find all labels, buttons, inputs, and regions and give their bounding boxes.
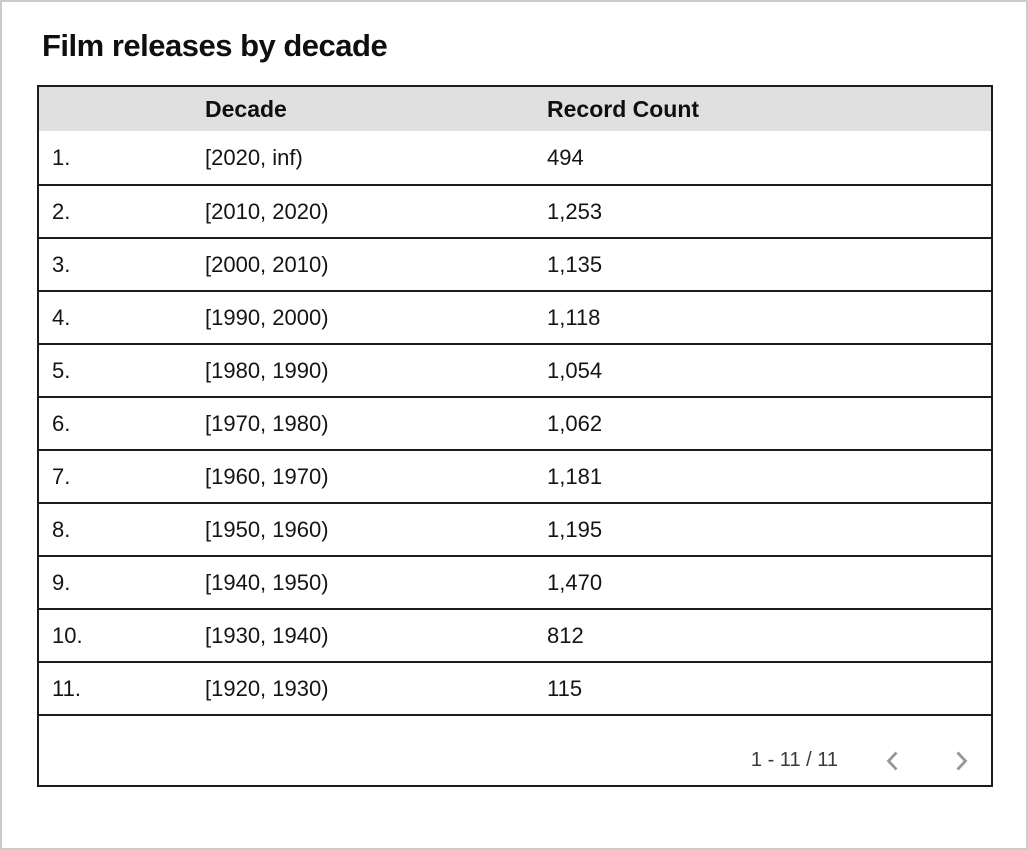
row-count: 1,181 [547,463,603,489]
row-index: 5. [52,357,71,383]
chevron-right-icon [956,751,968,770]
row-index: 7. [52,463,71,489]
table-row: 1. [2020, inf) 494 [39,131,991,184]
table-header-row: Decade Record Count [39,87,991,131]
row-index: 9. [52,569,71,595]
row-decade: [1970, 1980) [205,410,329,436]
row-decade: [1960, 1970) [205,463,329,489]
pagination-prev-button[interactable] [880,748,906,774]
header-decade: Decade [205,95,287,122]
pagination-next-button[interactable] [948,748,974,774]
row-decade: [2020, inf) [205,144,303,170]
row-count: 1,054 [547,357,603,383]
row-count: 1,253 [547,198,603,224]
row-count: 494 [547,144,584,170]
row-count: 812 [547,622,584,648]
row-index: 10. [52,622,83,648]
table-row: 5. [1980, 1990) 1,054 [39,343,991,396]
row-count: 115 [547,675,583,701]
table-row: 4. [1990, 2000) 1,118 [39,290,991,343]
table-row: 6. [1970, 1980) 1,062 [39,396,991,449]
row-index: 3. [52,251,71,277]
row-decade: [1920, 1930) [205,675,329,701]
row-decade: [1940, 1950) [205,569,329,595]
table-row: 2. [2010, 2020) 1,253 [39,184,991,237]
row-index: 4. [52,304,71,330]
table-row: 11. [1920, 1930) 115 [39,661,991,714]
film-releases-table: Decade Record Count 1. [2020, inf) 494 2… [37,85,993,787]
row-index: 1. [52,144,71,170]
row-index: 11. [52,675,81,701]
row-decade: [2010, 2020) [205,198,329,224]
row-count: 1,062 [547,410,603,436]
row-index: 8. [52,516,71,542]
table-row: 8. [1950, 1960) 1,195 [39,502,991,555]
table-row: 7. [1960, 1970) 1,181 [39,449,991,502]
header-record-count: Record Count [547,95,700,122]
row-count: 1,118 [547,304,601,330]
row-index: 2. [52,198,71,224]
chevron-left-icon [886,751,898,770]
page-title: Film releases by decade [42,28,388,63]
row-decade: [1980, 1990) [205,357,329,383]
table-row: 10. [1930, 1940) 812 [39,608,991,661]
row-decade: [1930, 1940) [205,622,329,648]
table-footer: 1 - 11 / 11 [39,714,991,785]
row-count: 1,470 [547,569,603,595]
table-row: 3. [2000, 2010) 1,135 [39,237,991,290]
row-decade: [1950, 1960) [205,516,329,542]
table-body: 1. [2020, inf) 494 2. [2010, 2020) 1,253… [39,131,991,714]
row-count: 1,135 [547,251,603,277]
row-index: 6. [52,410,71,436]
table-row: 9. [1940, 1950) 1,470 [39,555,991,608]
pagination-range: 1 - 11 / 11 [750,749,838,771]
row-decade: [2000, 2010) [205,251,329,277]
row-decade: [1990, 2000) [205,304,329,330]
row-count: 1,195 [547,516,603,542]
